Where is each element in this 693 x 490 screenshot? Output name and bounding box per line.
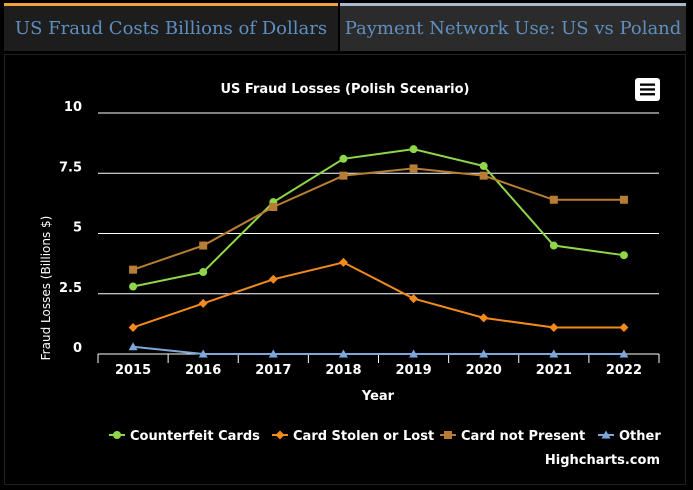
data-point[interactable] — [619, 251, 628, 260]
series-line[interactable] — [132, 261, 624, 329]
data-point[interactable] — [128, 322, 138, 332]
legend-marker[interactable] — [113, 431, 121, 439]
data-point[interactable] — [479, 171, 488, 180]
data-point[interactable] — [198, 349, 208, 358]
series-line[interactable] — [132, 167, 624, 271]
y-tick-label: 7.5 — [59, 160, 82, 175]
data-point[interactable] — [619, 195, 628, 204]
series-card-not-present — [129, 164, 628, 274]
x-tick-label: 2019 — [395, 363, 431, 378]
x-tick-label: 2017 — [255, 363, 291, 378]
data-point[interactable] — [479, 162, 488, 171]
data-point[interactable] — [409, 294, 419, 304]
x-tick-label: 2021 — [536, 363, 572, 378]
y-tick-label: 0 — [73, 341, 82, 356]
data-point[interactable] — [339, 171, 348, 180]
x-tick-label: 2022 — [606, 363, 642, 378]
data-point[interactable] — [339, 154, 348, 163]
data-point[interactable] — [129, 282, 138, 291]
data-point[interactable] — [269, 202, 278, 211]
y-tick-label: 5 — [73, 221, 82, 236]
legend-marker[interactable] — [601, 430, 611, 439]
data-point[interactable] — [619, 322, 629, 332]
data-point[interactable] — [549, 195, 558, 204]
data-point[interactable] — [198, 298, 208, 308]
y-axis-ticks: 0 2.5 5 7.5 10 — [59, 100, 82, 356]
data-point[interactable] — [128, 342, 138, 351]
legend-item[interactable]: Other — [598, 429, 661, 444]
data-point[interactable] — [409, 349, 419, 358]
menu-button[interactable] — [635, 78, 660, 101]
grid-lines — [98, 112, 659, 355]
legend-label[interactable]: Card Stolen or Lost — [293, 429, 434, 444]
data-point[interactable] — [199, 268, 208, 277]
data-point[interactable] — [409, 164, 418, 173]
credits-link[interactable]: Highcharts.com — [545, 453, 660, 468]
legend-marker[interactable] — [275, 430, 285, 440]
legend-label[interactable]: Counterfeit Cards — [130, 429, 260, 444]
legend-label[interactable]: Card not Present — [461, 429, 585, 444]
line-chart: US Fraud Losses (Polish Scenario) 0 2.5 5 7… — [39, 78, 661, 468]
series-card-stolen-or-lost — [128, 257, 629, 332]
legend-item[interactable]: Card not Present — [440, 429, 585, 444]
data-point[interactable] — [549, 349, 559, 358]
tab-payment-network-use[interactable]: Payment Network Use: US vs Poland — [340, 3, 686, 51]
x-tick-label: 2016 — [185, 363, 221, 378]
legend-label[interactable]: Other — [619, 429, 661, 444]
tab-us-fraud-costs[interactable]: US Fraud Costs Billions of Dollars — [4, 3, 338, 51]
y-tick-label: 2.5 — [59, 281, 82, 296]
x-tick-label: 2020 — [466, 363, 502, 378]
series-other — [128, 342, 629, 358]
legend: Counterfeit Cards Card Stolen or Lost Card… — [109, 429, 661, 444]
data-point[interactable] — [549, 322, 559, 332]
data-point[interactable] — [619, 349, 629, 358]
data-point[interactable] — [199, 241, 208, 250]
data-point[interactable] — [409, 145, 418, 154]
legend-item[interactable]: Counterfeit Cards — [109, 429, 260, 444]
data-point[interactable] — [129, 265, 138, 274]
data-point[interactable] — [479, 349, 489, 358]
legend-marker[interactable] — [444, 431, 452, 439]
data-point[interactable] — [268, 274, 278, 284]
chart-panel: US Fraud Losses (Polish Scenario) 0 2.5 5 7… — [4, 54, 686, 485]
data-point[interactable] — [338, 349, 348, 358]
y-axis-title: Fraud Losses (Billions $) — [39, 216, 53, 361]
data-point[interactable] — [338, 257, 348, 267]
y-tick-label: 10 — [64, 100, 82, 115]
chart-title: US Fraud Losses (Polish Scenario) — [220, 82, 469, 97]
x-axis-title: Year — [361, 389, 395, 404]
tab-bar: US Fraud Costs Billions of Dollars Payme… — [0, 0, 693, 54]
series-layer — [128, 145, 629, 358]
x-tick-label: 2018 — [325, 363, 361, 378]
series-line[interactable] — [132, 345, 624, 355]
x-tick-label: 2015 — [115, 363, 151, 378]
series-line[interactable] — [132, 148, 625, 288]
x-axis: 2015 2016 2017 2018 2019 2020 2021 2022 — [97, 353, 660, 378]
series-counterfeit-cards — [129, 145, 628, 291]
data-point[interactable] — [268, 349, 278, 358]
data-point[interactable] — [549, 241, 558, 250]
legend-item[interactable]: Card Stolen or Lost — [272, 429, 434, 444]
data-point[interactable] — [479, 313, 489, 323]
